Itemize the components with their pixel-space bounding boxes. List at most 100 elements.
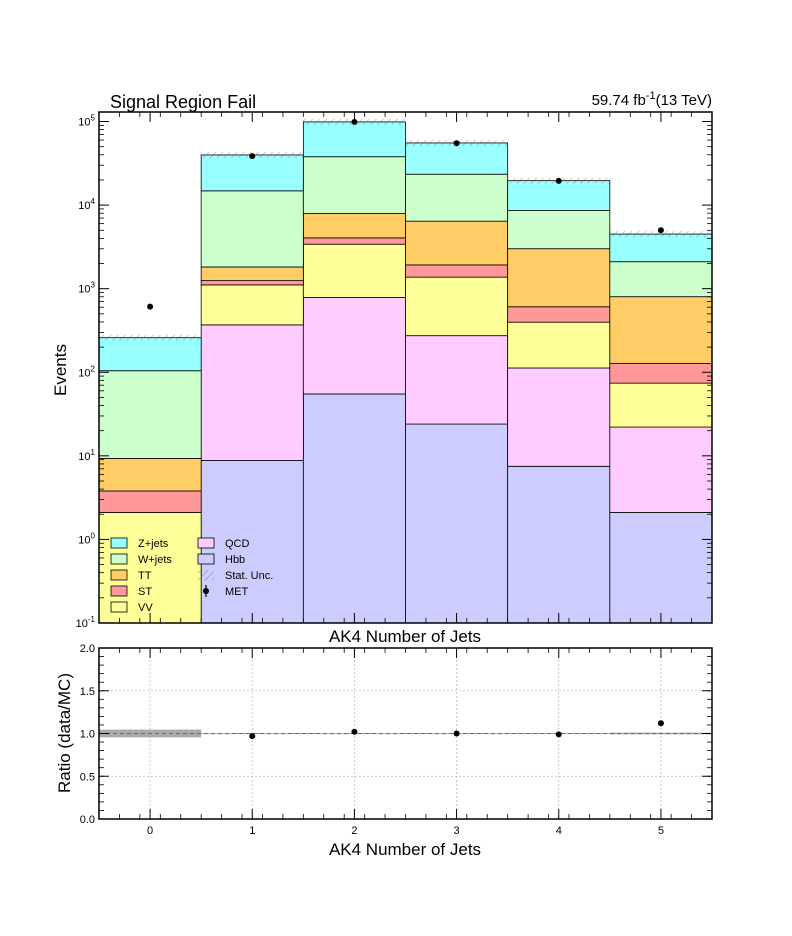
stack-bar-tt-bin-2 <box>302 213 406 239</box>
ratio-point-bin-3 <box>453 730 460 737</box>
stack-bar-w-jets-bin-3 <box>405 173 509 222</box>
ratio-x-tick-label: 4 <box>556 825 562 837</box>
legend-label: Z+jets <box>138 538 169 550</box>
stack-bar-w-jets-bin-5 <box>609 261 713 298</box>
stack-bar-vv-bin-2 <box>302 243 406 298</box>
legend-label: VV <box>138 602 153 614</box>
stack-bar-hbb-bin-4 <box>507 465 611 624</box>
stacked-histogram <box>98 121 713 624</box>
ratio-y-axis: 0.0 0.5 1.0 1.5 2.0 <box>80 643 712 826</box>
stack-bar-st-bin-4 <box>507 306 611 323</box>
stack-bar-st-bin-3 <box>405 264 509 278</box>
stack-bar-hbb-bin-2 <box>302 393 406 624</box>
legend-swatch-tt <box>110 569 128 581</box>
ratio-point-bin-1 <box>249 733 256 740</box>
y-tick-label: 101 <box>78 448 95 463</box>
stack-bar-z-jets-bin-0 <box>98 337 202 372</box>
stat-unc-hatch-bin-5 <box>609 231 712 238</box>
y-tick-label: 100 <box>78 531 95 546</box>
ratio-plot-panel: 0.0 0.5 1.0 1.5 2.0 0 1 2 3 4 5 Ratio (data/MC) A… <box>55 643 713 859</box>
legend-swatch-qcd <box>197 537 215 549</box>
stack-bar-z-jets-bin-5 <box>609 233 713 263</box>
data-point-bin-4 <box>555 177 562 184</box>
stack-bar-tt-bin-4 <box>507 248 611 308</box>
chart-title: Signal Region Fail <box>110 92 256 112</box>
stack-bar-vv-bin-1 <box>200 284 304 326</box>
stack-bar-st-bin-5 <box>609 363 713 384</box>
main-y-axis-label: Events <box>51 344 70 396</box>
data-point-bin-3 <box>453 140 460 147</box>
stat-unc-hatch-bin-0 <box>99 334 202 341</box>
stack-bar-hbb-bin-5 <box>609 512 713 624</box>
ratio-y-axis-label: Ratio (data/MC) <box>55 673 74 793</box>
ratio-point-bin-4 <box>555 731 562 738</box>
y-tick-label: 103 <box>78 281 95 296</box>
legend-swatch-st <box>110 585 128 597</box>
stack-bar-z-jets-bin-4 <box>507 180 611 211</box>
ratio-point-bin-5 <box>657 720 664 727</box>
legend-marker-met <box>203 588 209 594</box>
ratio-points <box>249 720 664 740</box>
legend-label: MET <box>225 586 249 598</box>
legend-label: Stat. Unc. <box>225 570 273 582</box>
stack-bar-hbb-bin-1 <box>200 460 304 624</box>
ratio-y-tick-label: 1.5 <box>80 686 95 698</box>
data-point-bin-1 <box>249 153 256 160</box>
stack-bar-w-jets-bin-2 <box>302 156 406 214</box>
ratio-x-tick-label: 2 <box>351 825 357 837</box>
legend-label: Hbb <box>225 554 245 566</box>
stack-bar-z-jets-bin-3 <box>405 142 509 175</box>
ratio-uncertainty-band <box>99 729 712 738</box>
stack-bar-z-jets-bin-2 <box>302 121 406 158</box>
ratio-y-tick-label: 1.0 <box>80 729 95 741</box>
luminosity-exponent: -1 <box>646 90 656 102</box>
main-plot-panel: 10-1 100 101 102 103 104 105 Z+jets W+jets TT ST V… <box>51 90 713 646</box>
stack-bar-vv-bin-5 <box>609 382 713 428</box>
ratio-x-axis-label: AK4 Number of Jets <box>329 840 481 859</box>
legend-label: QCD <box>225 538 250 550</box>
legend-swatch-vv <box>110 601 128 613</box>
main-x-axis <box>98 112 713 623</box>
stack-bar-hbb-bin-3 <box>405 423 509 624</box>
ratio-x-tick-label: 3 <box>454 825 460 837</box>
stack-bar-vv-bin-4 <box>507 321 611 369</box>
stack-bar-w-jets-bin-4 <box>507 210 611 250</box>
main-y-axis: 10-1 100 101 102 103 104 105 <box>76 114 712 630</box>
stack-bar-w-jets-bin-0 <box>98 370 202 459</box>
stack-bar-tt-bin-5 <box>609 296 713 364</box>
luminosity-value: 59.74 fb <box>592 92 646 109</box>
y-tick-label: 102 <box>78 364 95 379</box>
stack-bar-st-bin-2 <box>302 237 406 245</box>
legend-swatch-hbb <box>197 553 215 565</box>
ratio-x-tick-label: 0 <box>147 825 153 837</box>
ratio-x-tick-label: 1 <box>249 825 255 837</box>
legend-label: W+jets <box>138 554 172 566</box>
ratio-x-tick-label: 5 <box>658 825 664 837</box>
stack-bar-qcd-bin-5 <box>609 426 713 513</box>
stack-bar-st-bin-1 <box>200 280 304 286</box>
stack-bar-qcd-bin-3 <box>405 335 509 425</box>
stack-bar-tt-bin-3 <box>405 220 509 266</box>
ratio-y-tick-label: 2.0 <box>80 643 95 655</box>
y-tick-label: 105 <box>78 114 95 129</box>
stack-bar-st-bin-0 <box>98 490 202 513</box>
data-point-bin-0 <box>147 303 154 310</box>
stack-bar-vv-bin-3 <box>405 276 509 337</box>
energy-label: (13 TeV) <box>656 92 712 109</box>
ratio-point-bin-2 <box>351 728 358 735</box>
legend: Z+jets W+jets TT ST VV QCD Hbb Stat. Unc. MET <box>110 537 273 614</box>
main-x-axis-label: AK4 Number of Jets <box>329 627 481 646</box>
ratio-y-tick-label: 0.5 <box>80 771 95 783</box>
legend-swatch-z-jets <box>110 537 128 549</box>
legend-swatch-stat-unc <box>198 570 214 580</box>
ratio-y-tick-label: 0.0 <box>80 814 95 826</box>
ratio-x-axis: 0 1 2 3 4 5 <box>98 648 713 837</box>
stack-bar-z-jets-bin-1 <box>200 154 304 192</box>
legend-label: TT <box>138 570 152 582</box>
stack-bar-w-jets-bin-1 <box>200 190 304 268</box>
luminosity-label: 59.74 fb-1(13 TeV) <box>592 90 712 109</box>
data-point-bin-5 <box>657 227 664 234</box>
y-tick-label: 10-1 <box>76 615 96 630</box>
stack-bar-qcd-bin-2 <box>302 297 406 395</box>
